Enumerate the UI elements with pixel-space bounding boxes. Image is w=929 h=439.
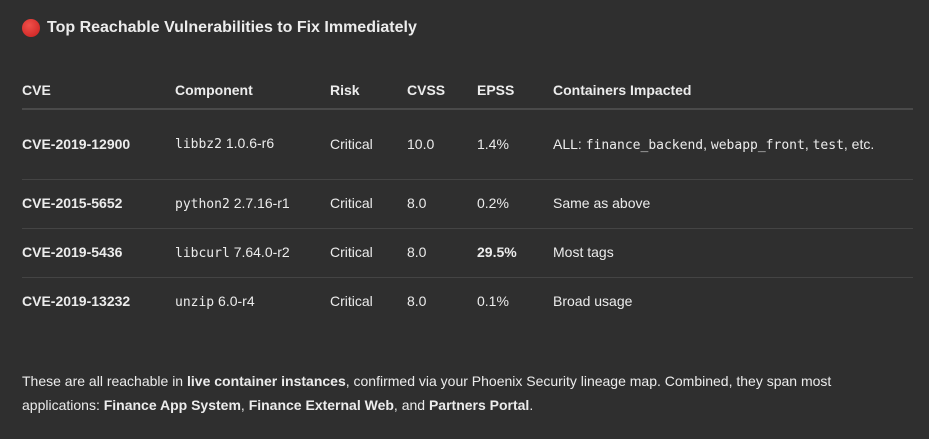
header-epss: EPSS <box>477 72 553 110</box>
table-row: CVE-2019-5436 libcurl 7.64.0-r2 Critical… <box>22 228 913 278</box>
cve-id: CVE-2019-13232 <box>22 293 131 309</box>
component: python2 2.7.16-r1 <box>175 179 330 229</box>
risk: Critical <box>330 179 407 229</box>
package-name: libcurl <box>175 245 230 261</box>
table-header-row: CVE Component Risk CVSS EPSS Containers … <box>22 72 913 110</box>
bold-text: Partners Portal <box>428 397 530 413</box>
cve-id: CVE-2015-5652 <box>22 179 175 229</box>
cvss: 8.0 <box>407 228 477 278</box>
vulnerability-table: CVE Component Risk CVSS EPSS Containers … <box>22 72 913 326</box>
epss: 0.2% <box>477 179 553 229</box>
separator: , <box>804 136 813 153</box>
containers-prefix: ALL: <box>553 136 586 153</box>
header-risk: Risk <box>330 72 407 110</box>
risk: Critical <box>330 228 407 278</box>
table-row: CVE-2019-12900 libbz2 1.0.6-r6 Critical … <box>22 109 913 180</box>
container-name: test <box>812 138 844 154</box>
component: libbz2 1.0.6-r6 <box>175 109 330 180</box>
title-text: Top Reachable Vulnerabilities to Fix Imm… <box>47 19 417 36</box>
section-title: Top Reachable Vulnerabilities to Fix Imm… <box>22 19 417 37</box>
package-name: python2 <box>175 196 230 212</box>
cve-id: CVE-2019-5436 <box>22 228 175 278</box>
package-version: 2.7.16-r1 <box>233 194 290 211</box>
package-version: 6.0-r4 <box>218 292 255 309</box>
risk: Critical <box>330 109 407 180</box>
epss: 29.5% <box>477 228 553 278</box>
cve-id: CVE-2019-12900 <box>22 109 175 180</box>
cvss: 10.0 <box>407 109 477 180</box>
containers-suffix: , etc. <box>843 136 875 153</box>
text: . <box>529 397 534 413</box>
package-name: unzip <box>175 294 215 310</box>
component: libcurl 7.64.0-r2 <box>175 228 330 278</box>
summary-paragraph: These are all reachable in live containe… <box>22 369 912 417</box>
containers: Most tags <box>553 228 913 278</box>
text: , confirmed via your Phoenix Security li… <box>22 373 832 413</box>
containers: Broad usage <box>553 293 633 309</box>
container-name: webapp_front <box>710 138 805 154</box>
table-row: CVE-2015-5652 python2 2.7.16-r1 Critical… <box>22 179 913 229</box>
red-circle-icon <box>22 19 40 37</box>
table-row: CVE-2019-13232 unzip 6.0-r4 Critical 8.0… <box>22 277 913 326</box>
epss: 0.1% <box>477 293 509 309</box>
header-cve: CVE <box>22 72 175 110</box>
bold-text: live container instances <box>187 373 346 389</box>
text: , <box>240 397 249 413</box>
bold-text: Finance External Web <box>248 397 394 413</box>
epss: 1.4% <box>477 109 553 180</box>
text: , and <box>393 397 429 413</box>
containers: Same as above <box>553 179 913 229</box>
separator: , <box>703 136 711 153</box>
cvss: 8.0 <box>407 293 427 309</box>
text: These are all reachable in <box>22 373 187 389</box>
header-component: Component <box>175 72 330 110</box>
bold-text: Finance App System <box>103 397 241 413</box>
package-name: libbz2 <box>175 137 222 153</box>
header-containers: Containers Impacted <box>553 72 913 110</box>
package-version: 1.0.6-r6 <box>225 135 275 152</box>
cvss: 8.0 <box>407 179 477 229</box>
containers: ALL: finance_backend, webapp_front, test… <box>553 109 913 180</box>
risk: Critical <box>330 293 373 309</box>
component: unzip 6.0-r4 <box>175 277 330 326</box>
container-name: finance_backend <box>585 138 704 154</box>
package-version: 7.64.0-r2 <box>233 243 290 260</box>
header-cvss: CVSS <box>407 72 477 110</box>
